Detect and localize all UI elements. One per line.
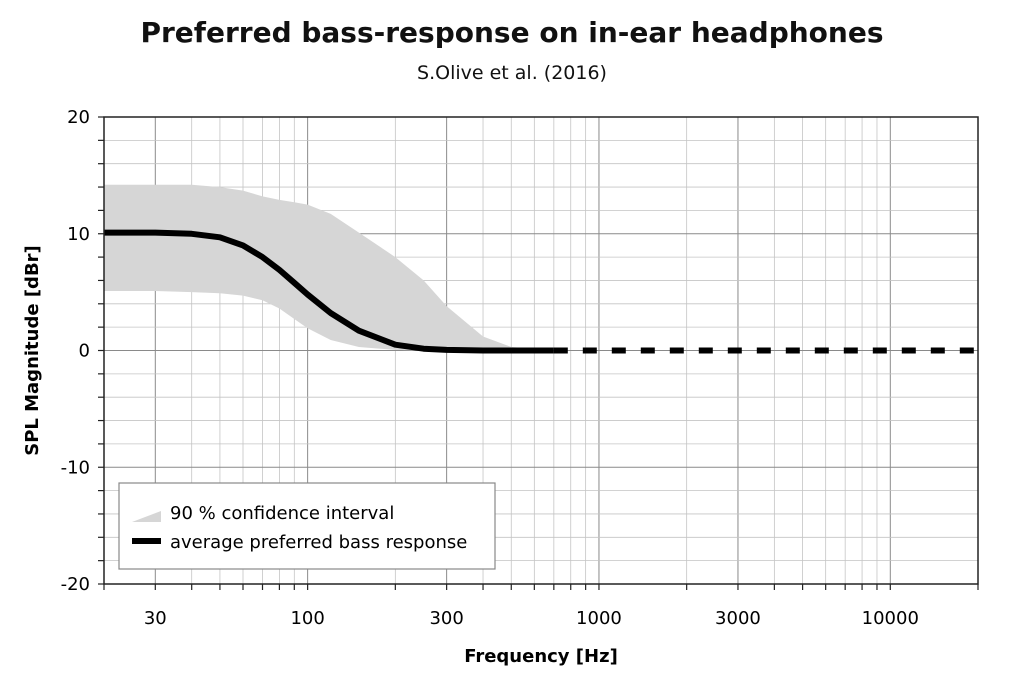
x-axis-label: Frequency [Hz] — [464, 646, 618, 667]
line-layer — [104, 229, 978, 354]
y-tick-label: 0 — [79, 341, 90, 362]
axis-ticks: 30 100 300 1000 3000 10000 -20 -10 0 10 20 — [61, 107, 979, 629]
y-tick-label: -10 — [61, 457, 90, 478]
legend: 90 % confidence interval average preferr… — [118, 482, 496, 570]
confidence-band-layer — [104, 184, 554, 351]
y-axis-label: SPL Magnitude [dBr] — [22, 245, 43, 456]
x-tick-label: 10000 — [862, 608, 919, 629]
legend-band-swatch — [132, 511, 161, 522]
x-tick-label: 30 — [144, 608, 167, 629]
x-tick-label: 3000 — [715, 608, 761, 629]
y-tick-label: 10 — [67, 224, 90, 245]
confidence-interval-band — [104, 184, 554, 351]
legend-box — [118, 482, 496, 570]
x-tick-label: 1000 — [576, 608, 622, 629]
y-tick-label: -20 — [61, 574, 90, 595]
legend-line-label: average preferred bass response — [170, 532, 467, 553]
chart-title: Preferred bass-response on in-ear headph… — [140, 16, 884, 49]
average-response-line — [104, 229, 554, 354]
chart-subtitle: S.Olive et al. (2016) — [417, 62, 607, 84]
legend-band-label: 90 % confidence interval — [170, 503, 394, 524]
x-tick-label: 300 — [429, 608, 463, 629]
x-tick-label: 100 — [290, 608, 324, 629]
y-tick-label: 20 — [67, 107, 90, 128]
